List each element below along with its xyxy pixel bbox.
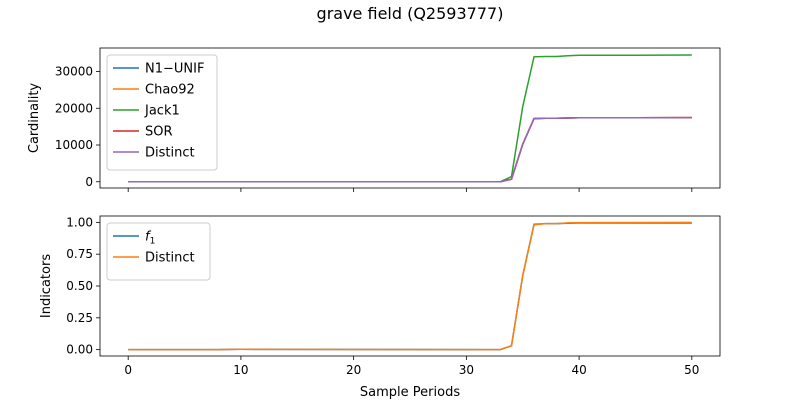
- series-lines: [128, 221, 692, 351]
- legend-label: Chao92: [145, 83, 195, 98]
- series-line: [128, 221, 692, 351]
- y-axis-label: Cardinality: [27, 83, 42, 154]
- legend: f1 Distinct: [106, 222, 211, 281]
- y-tick-label: 30000: [55, 65, 93, 79]
- plot-area: 0 10000 20000 30000: [55, 47, 721, 192]
- y-tick-label: 0.25: [66, 311, 93, 325]
- legend-label: N1−UNIF: [145, 62, 204, 77]
- series-line: [128, 116, 692, 183]
- legend-label: Distinct: [145, 251, 195, 266]
- y-tick-label: 1.00: [66, 215, 93, 229]
- x-tick-label: 10: [233, 363, 248, 377]
- y-tick-label: 0.50: [66, 279, 93, 293]
- x-tick-label: 30: [459, 363, 474, 377]
- subplot-indicators: 0 10 20 30 40 50 0.00 0.25 0.50 0.75 1.00 Indicato…: [39, 215, 721, 400]
- y-axis-label: Indicators: [39, 254, 54, 318]
- legend-label: Jack1: [144, 104, 180, 119]
- x-tick-label: 20: [346, 363, 361, 377]
- legend-label: f1: [145, 230, 155, 247]
- x-axis-label: Sample Periods: [360, 385, 460, 400]
- axes-frame: [99, 47, 721, 189]
- y-tick-label: 0.75: [66, 247, 93, 261]
- x-tick-label: 50: [684, 363, 699, 377]
- y-tick-label: 0: [85, 175, 93, 189]
- x-tick-label: 40: [571, 363, 586, 377]
- subplot-cardinality: 0 10000 20000 30000 Cardinality N1−UNIF Chao…: [27, 47, 721, 192]
- y-tick-label: 10000: [55, 138, 93, 152]
- legend: N1−UNIF Chao92 Jack1 SOR Distinct: [106, 54, 218, 171]
- legend-label: Distinct: [145, 146, 195, 161]
- series-line: [128, 222, 692, 351]
- figure-title: grave field (Q2593777): [317, 4, 504, 23]
- legend-box: [106, 54, 218, 171]
- plot-area: 0 10 20 30 40 50 0.00 0.25 0.50 0.75 1.00: [66, 215, 721, 377]
- legend-box: [106, 222, 211, 281]
- series-lines: [128, 54, 692, 183]
- legend-label: SOR: [145, 125, 173, 140]
- y-tick-label: 20000: [55, 101, 93, 115]
- x-tick-label: 0: [124, 363, 132, 377]
- y-tick-label: 0.00: [66, 343, 93, 357]
